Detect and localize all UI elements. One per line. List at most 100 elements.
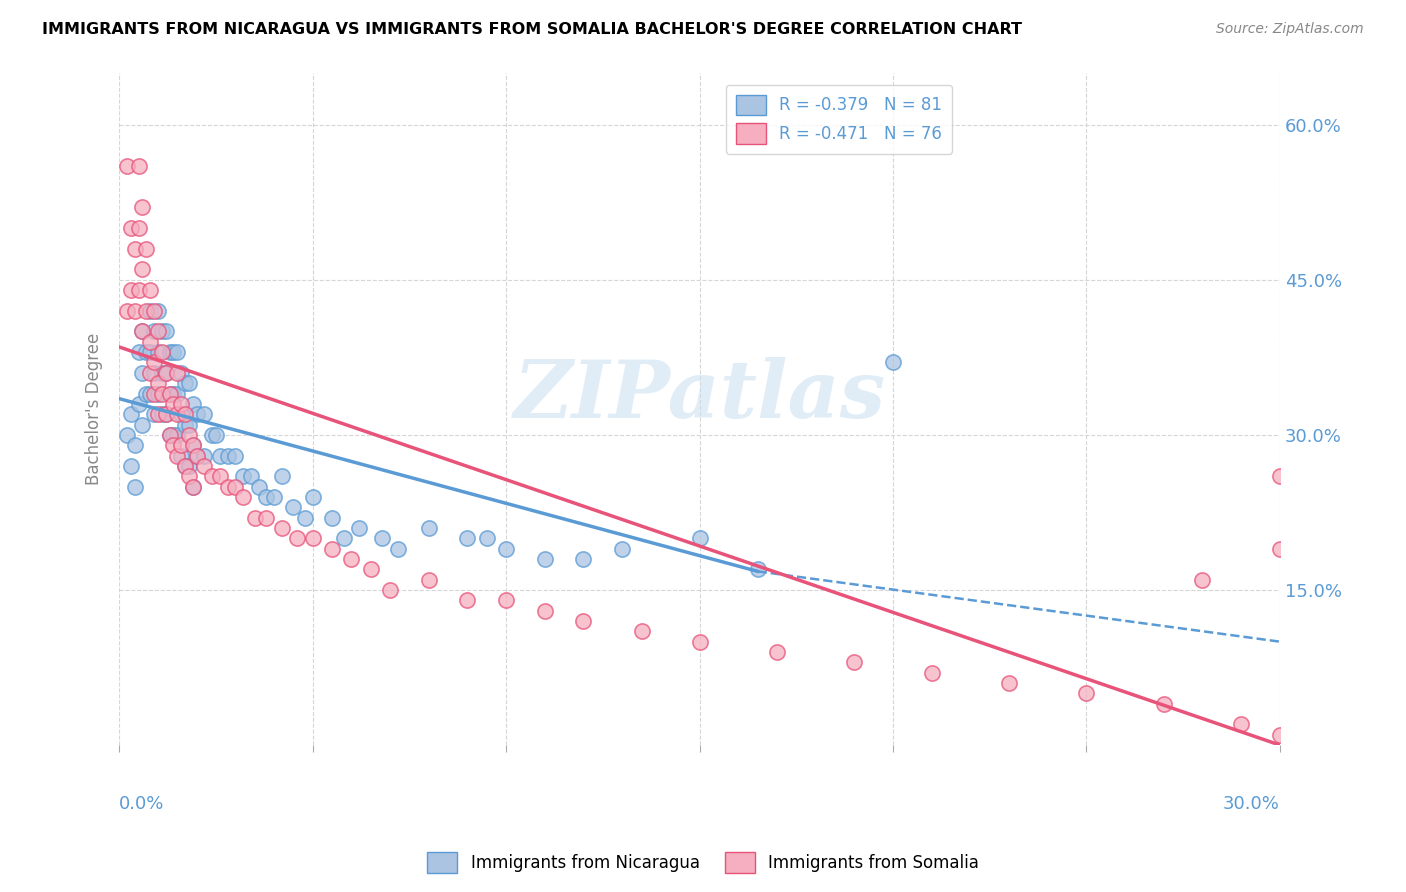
Point	[193, 458, 215, 473]
Point	[572, 614, 595, 628]
Point	[166, 366, 188, 380]
Point	[378, 582, 401, 597]
Point	[155, 366, 177, 380]
Point	[1268, 469, 1291, 483]
Point	[146, 345, 169, 359]
Point	[115, 159, 138, 173]
Text: 0.0%: 0.0%	[120, 796, 165, 814]
Point	[285, 531, 308, 545]
Text: ZIPatlas: ZIPatlas	[513, 357, 886, 434]
Point	[128, 397, 150, 411]
Point	[177, 428, 200, 442]
Point	[170, 397, 193, 411]
Point	[146, 386, 169, 401]
Point	[139, 303, 162, 318]
Point	[139, 334, 162, 349]
Point	[360, 562, 382, 576]
Point	[143, 303, 166, 318]
Point	[170, 438, 193, 452]
Point	[321, 510, 343, 524]
Point	[131, 325, 153, 339]
Point	[120, 221, 142, 235]
Point	[135, 345, 157, 359]
Point	[155, 325, 177, 339]
Point	[146, 303, 169, 318]
Point	[170, 449, 193, 463]
Point	[193, 449, 215, 463]
Point	[270, 469, 292, 483]
Point	[162, 345, 184, 359]
Point	[150, 366, 173, 380]
Point	[201, 469, 224, 483]
Point	[162, 397, 184, 411]
Point	[143, 386, 166, 401]
Text: IMMIGRANTS FROM NICARAGUA VS IMMIGRANTS FROM SOMALIA BACHELOR'S DEGREE CORRELATI: IMMIGRANTS FROM NICARAGUA VS IMMIGRANTS …	[42, 22, 1022, 37]
Point	[146, 407, 169, 421]
Point	[181, 479, 204, 493]
Legend: R = -0.379   N = 81, R = -0.471   N = 76: R = -0.379 N = 81, R = -0.471 N = 76	[725, 85, 952, 153]
Point	[143, 325, 166, 339]
Point	[921, 665, 943, 680]
Point	[1191, 573, 1213, 587]
Point	[166, 428, 188, 442]
Point	[120, 407, 142, 421]
Point	[150, 407, 173, 421]
Point	[120, 283, 142, 297]
Point	[232, 490, 254, 504]
Point	[418, 573, 440, 587]
Point	[150, 386, 173, 401]
Point	[844, 656, 866, 670]
Point	[131, 262, 153, 277]
Point	[301, 490, 323, 504]
Point	[174, 376, 197, 391]
Text: Source: ZipAtlas.com: Source: ZipAtlas.com	[1216, 22, 1364, 37]
Point	[283, 500, 305, 515]
Point	[630, 624, 652, 639]
Point	[181, 479, 204, 493]
Point	[177, 469, 200, 483]
Point	[170, 407, 193, 421]
Point	[689, 634, 711, 648]
Point	[159, 428, 181, 442]
Point	[120, 458, 142, 473]
Point	[135, 303, 157, 318]
Point	[186, 449, 208, 463]
Point	[332, 531, 354, 545]
Point	[174, 458, 197, 473]
Point	[193, 407, 215, 421]
Point	[387, 541, 409, 556]
Point	[572, 552, 595, 566]
Point	[143, 366, 166, 380]
Point	[998, 676, 1021, 690]
Point	[166, 386, 188, 401]
Point	[162, 386, 184, 401]
Point	[128, 283, 150, 297]
Point	[143, 407, 166, 421]
Point	[131, 325, 153, 339]
Point	[177, 417, 200, 432]
Text: 30.0%: 30.0%	[1223, 796, 1279, 814]
Point	[135, 386, 157, 401]
Point	[131, 201, 153, 215]
Point	[1153, 697, 1175, 711]
Point	[155, 407, 177, 421]
Legend: Immigrants from Nicaragua, Immigrants from Somalia: Immigrants from Nicaragua, Immigrants fr…	[420, 846, 986, 880]
Point	[115, 428, 138, 442]
Y-axis label: Bachelor's Degree: Bachelor's Degree	[86, 333, 103, 485]
Point	[243, 510, 266, 524]
Point	[254, 510, 277, 524]
Point	[766, 645, 789, 659]
Point	[208, 449, 231, 463]
Point	[205, 428, 228, 442]
Point	[139, 386, 162, 401]
Point	[456, 531, 478, 545]
Point	[533, 604, 555, 618]
Point	[495, 541, 517, 556]
Point	[181, 438, 204, 452]
Point	[239, 469, 262, 483]
Point	[689, 531, 711, 545]
Point	[135, 242, 157, 256]
Point	[155, 366, 177, 380]
Point	[139, 283, 162, 297]
Point	[186, 449, 208, 463]
